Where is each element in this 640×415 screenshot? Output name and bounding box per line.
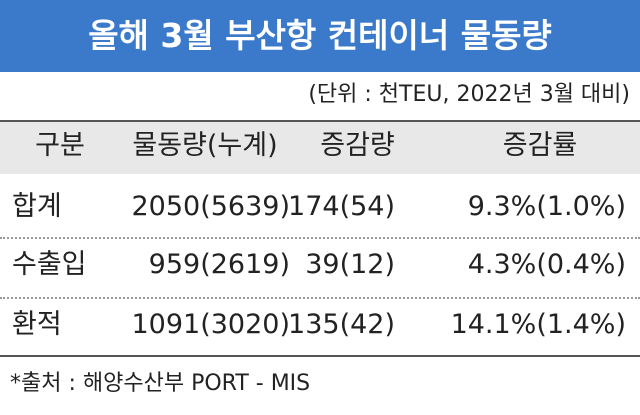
- column-header: 증감량: [320, 130, 395, 161]
- column-header: 구분: [35, 130, 85, 161]
- source: *출처 : 해양수산부 PORT - MIS: [10, 371, 311, 396]
- table-cell: 959(2619): [148, 249, 290, 280]
- table-border: [0, 355, 640, 357]
- table-cell: 2050(5639): [131, 191, 291, 222]
- table-cell: 9.3%(1.0%): [467, 191, 626, 222]
- table-cell: 174(54): [288, 191, 395, 222]
- table-header-bg: [0, 120, 640, 174]
- table-cell: 135(42): [288, 309, 395, 340]
- title: 올해 3월 부산항 컨테이너 물동량: [0, 0, 640, 72]
- table-cell: 환적: [12, 309, 62, 340]
- table-cell: 4.3%(0.4%): [467, 249, 626, 280]
- table-cell: 1091(3020): [131, 309, 291, 340]
- column-header: 증감률: [502, 130, 578, 161]
- table-cell: 39(12): [305, 249, 395, 280]
- unit-note: (단위 : 천TEU, 2022년 3월 대비): [308, 82, 630, 107]
- row-separator: [0, 237, 640, 239]
- table-cell: 14.1%(1.4%): [450, 309, 626, 340]
- table-cell: 수출입: [12, 249, 87, 280]
- column-header: 물동량(누계): [132, 130, 278, 161]
- table-cell: 합계: [12, 191, 62, 222]
- row-separator: [0, 297, 640, 299]
